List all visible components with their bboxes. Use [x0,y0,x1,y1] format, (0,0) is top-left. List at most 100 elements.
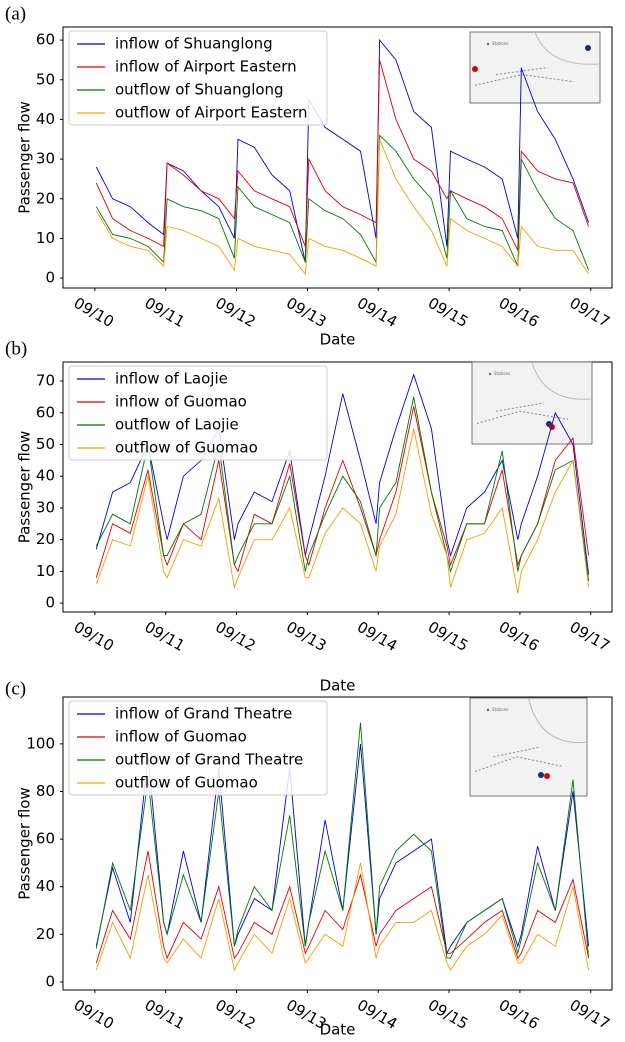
legend-label: inflow of Airport Eastern [115,58,297,76]
x-tick-label: 09/15 [425,996,471,1033]
legend-label: inflow of Guomao [115,728,247,746]
y-tick-label: 40 [36,877,55,895]
station-dot [538,772,544,778]
panel: (a) 0 10 20 30 40 50 60 09/10 09/11 09/12 09/13 09/1… [5,3,613,348]
x-axis-label: Date [320,331,356,349]
inset-map [469,697,588,797]
y-tick-label: 0 [45,594,55,612]
legend-label: outflow of Laojie [115,416,239,434]
series-line [95,396,590,581]
inset-legend: Stations [492,41,508,46]
x-tick-label: 09/16 [496,618,542,655]
inset-routes [474,746,564,772]
legend-frame [68,365,328,461]
axes-frame [62,361,613,613]
x-tick-label: 09/12 [212,294,258,331]
y-tick-label: 20 [36,189,55,207]
inset-coast [528,697,588,744]
inset-coast [531,361,593,400]
inset-legend-dot [486,708,490,712]
y-axis-label: Passenger flow [16,787,34,900]
legend-label: inflow of Grand Theatre [115,705,292,723]
axes-frame [62,26,613,289]
legend-label: outflow of Guomao [115,774,258,792]
x-axis-label: Date [320,1021,356,1039]
legend-frame [68,30,328,126]
y-tick-label: 100 [26,734,55,752]
x-tick-label: 09/14 [354,996,400,1033]
y-tick-label: 30 [36,498,55,516]
inset-legend: Stations [494,371,510,376]
legend: inflow of Shuanglong inflow of Airport Ea… [68,30,328,126]
series-line [95,59,590,251]
y-tick-label: 10 [36,562,55,580]
station-dot [585,45,591,51]
y-axis-label: Passenger flow [16,431,34,544]
series-line [95,406,590,578]
y-tick-label: 70 [36,372,55,390]
x-tick-label: 09/11 [141,618,187,655]
x-tick-label: 09/10 [71,618,117,655]
x-tick-label: 09/12 [212,996,258,1033]
legend-label: inflow of Laojie [115,370,228,388]
x-tick-label: 09/11 [141,294,187,331]
inset-coast [534,31,601,65]
y-axis-label: Passenger flow [16,101,34,214]
legend-label: inflow of Shuanglong [115,35,273,53]
y-tick-label: 50 [36,70,55,88]
legend-label: outflow of Shuanglong [115,81,284,99]
inset-map [469,31,601,104]
y-tick-label: 60 [36,830,55,848]
legend-label: inflow of Guomao [115,393,247,411]
inset-routes [474,67,575,86]
y-tick-label: 60 [36,403,55,421]
y-tick-label: 0 [45,269,55,287]
inset-legend-dot [486,42,490,46]
panel-label: (b) [5,338,27,359]
axes-frame [62,696,613,991]
y-tick-label: 50 [36,435,55,453]
x-tick-label: 09/10 [71,294,117,331]
series-line [95,134,590,271]
x-axis-label: Date [320,677,356,695]
y-tick-label: 20 [36,530,55,548]
station-dot [472,66,478,72]
series-line [95,428,590,594]
panel-label: (c) [5,678,26,699]
legend-label: outflow of Airport Eastern [115,104,308,122]
station-dot [544,773,550,779]
y-tick-label: 20 [36,925,55,943]
series-line [95,38,590,263]
x-tick-label: 09/15 [425,294,471,331]
x-tick-label: 09/10 [71,996,117,1033]
panel: (b) 0 10 20 30 40 50 60 70 09/10 09/11 09/12 09/13 09… [5,338,613,694]
x-tick-label: 09/17 [566,618,612,655]
inset-legend: Stations [492,707,508,712]
x-tick-label: 09/17 [566,996,612,1033]
x-tick-label: 09/13 [283,294,329,331]
series-line [95,373,590,575]
y-tick-label: 10 [36,229,55,247]
y-tick-label: 60 [36,31,55,49]
series-line [95,722,590,959]
legend-label: outflow of Guomao [115,439,258,457]
y-tick-label: 30 [36,150,55,168]
series-line [95,139,589,276]
inset-routes [476,402,569,424]
x-tick-label: 09/14 [354,618,400,655]
x-tick-label: 09/11 [141,996,187,1033]
legend: inflow of Grand Theatre inflow of Guomao o… [68,700,328,796]
x-tick-label: 09/16 [496,294,542,331]
y-tick-label: 80 [36,782,55,800]
y-tick-label: 40 [36,110,55,128]
legend-label: outflow of Grand Theatre [115,751,303,769]
inset-legend-dot [488,372,492,376]
x-tick-label: 09/13 [283,618,329,655]
x-tick-label: 09/12 [212,618,258,655]
x-tick-label: 09/15 [425,618,471,655]
legend-frame [68,700,328,796]
x-tick-label: 09/14 [354,294,400,331]
series-line [95,862,590,972]
